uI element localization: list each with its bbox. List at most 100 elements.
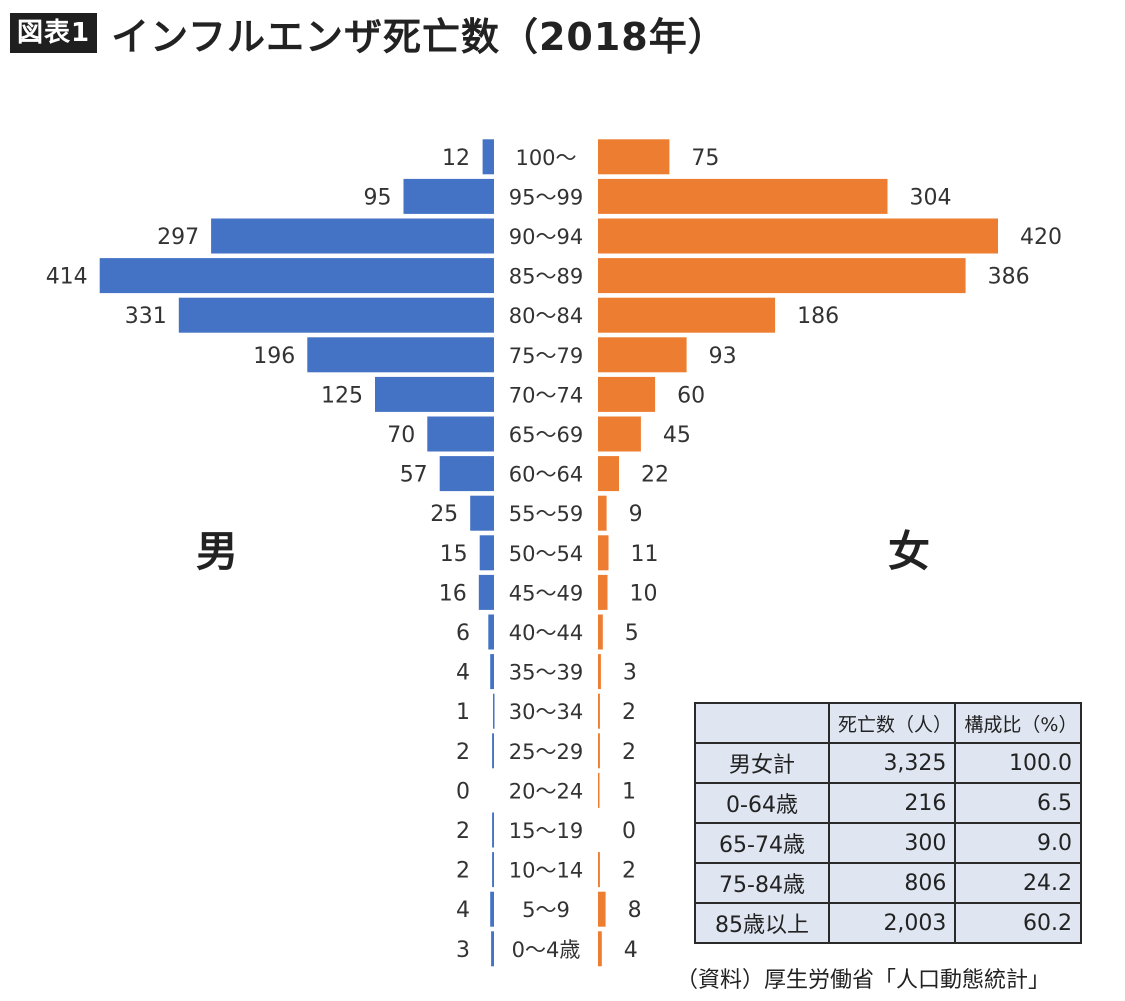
age-category-label: 0～4歳 xyxy=(512,938,581,962)
male-bar xyxy=(307,337,494,373)
male-bar xyxy=(479,535,494,571)
male-value-label: 6 xyxy=(456,621,470,646)
female-bar xyxy=(598,297,776,333)
female-value-label: 0 xyxy=(622,819,636,844)
male-value-label: 95 xyxy=(364,185,392,210)
summary-table: 死亡数（人） 構成比（%） 男女計 3,325 100.0 0-64歳 216 … xyxy=(694,702,1082,944)
age-category-label: 50～54 xyxy=(509,542,583,566)
male-bar xyxy=(492,733,494,769)
summary-share: 100.0 xyxy=(954,742,1082,784)
female-bar xyxy=(598,654,601,690)
summary-row-label: 75-84歳 xyxy=(694,862,830,904)
male-value-label: 57 xyxy=(400,463,428,488)
male-bar xyxy=(427,416,494,452)
age-category-label: 25～29 xyxy=(509,740,583,764)
summary-share: 24.2 xyxy=(954,862,1082,904)
figure-header: 図表1 インフルエンザ死亡数（2018年） xyxy=(10,8,727,59)
summary-deaths: 806 xyxy=(827,862,957,904)
age-category-label: 65～69 xyxy=(509,423,583,447)
female-value-label: 4 xyxy=(624,938,638,963)
summary-row: 0-64歳 216 6.5 xyxy=(694,782,1082,824)
summary-deaths: 300 xyxy=(827,822,957,864)
male-side-label: 男 xyxy=(196,527,239,576)
male-bar xyxy=(492,852,494,888)
male-bar xyxy=(490,654,494,690)
age-category-label: 20～24 xyxy=(509,779,583,803)
age-category-label: 5～9 xyxy=(522,898,570,922)
summary-share: 60.2 xyxy=(954,902,1082,944)
female-value-label: 93 xyxy=(709,344,737,369)
female-bar xyxy=(598,376,656,412)
female-value-label: 2 xyxy=(622,700,636,725)
female-bar xyxy=(598,733,600,769)
summary-row-label: 0-64歳 xyxy=(694,782,830,824)
male-value-label: 331 xyxy=(125,304,167,329)
female-value-label: 304 xyxy=(910,185,952,210)
female-value-label: 22 xyxy=(641,463,669,488)
summary-deaths: 216 xyxy=(827,782,957,824)
male-value-label: 196 xyxy=(253,344,295,369)
male-bar xyxy=(178,297,495,333)
age-category-label: 95～99 xyxy=(509,185,583,209)
female-bar xyxy=(598,614,603,650)
male-bar xyxy=(488,614,494,650)
female-value-label: 420 xyxy=(1020,225,1062,250)
male-value-label: 15 xyxy=(440,542,468,567)
male-bar xyxy=(375,376,494,412)
female-bar xyxy=(598,931,602,967)
male-value-label: 0 xyxy=(456,779,470,804)
male-value-label: 2 xyxy=(456,859,470,884)
summary-header-cell: 死亡数（人） xyxy=(827,702,957,744)
female-value-label: 1 xyxy=(622,779,636,804)
summary-row: 75-84歳 806 24.2 xyxy=(694,862,1082,904)
chart-title: インフルエンザ死亡数（2018年） xyxy=(111,14,727,59)
female-bar xyxy=(598,139,670,175)
female-value-label: 3 xyxy=(623,661,637,686)
summary-row-label: 男女計 xyxy=(694,742,830,784)
male-bar xyxy=(211,218,494,254)
age-category-label: 15～19 xyxy=(509,819,583,843)
female-value-label: 2 xyxy=(622,859,636,884)
female-value-label: 60 xyxy=(677,383,705,408)
male-bar xyxy=(492,812,494,848)
male-bar xyxy=(470,495,494,531)
age-category-label: 90～94 xyxy=(509,225,583,249)
female-bar xyxy=(598,456,619,492)
age-category-label: 55～59 xyxy=(509,502,583,526)
age-category-label: 100～ xyxy=(515,146,576,170)
summary-row: 85歳以上 2,003 60.2 xyxy=(694,902,1082,944)
male-bar xyxy=(491,931,494,967)
age-category-label: 35～39 xyxy=(509,661,583,685)
summary-row-label: 65-74歳 xyxy=(694,822,830,864)
male-value-label: 4 xyxy=(456,661,470,686)
male-bar xyxy=(493,693,495,729)
summary-deaths: 2,003 xyxy=(827,902,957,944)
female-bar xyxy=(598,495,607,531)
male-bar xyxy=(482,139,494,175)
summary-share: 6.5 xyxy=(954,782,1082,824)
female-value-label: 10 xyxy=(630,581,658,606)
age-category-label: 10～14 xyxy=(509,859,583,883)
age-category-label: 45～49 xyxy=(509,581,583,605)
female-bar xyxy=(598,772,600,808)
summary-row: 65-74歳 300 9.0 xyxy=(694,822,1082,864)
female-bar xyxy=(598,852,600,888)
age-category-label: 85～89 xyxy=(509,265,583,289)
male-value-label: 2 xyxy=(456,819,470,844)
summary-deaths: 3,325 xyxy=(827,742,957,784)
male-bar xyxy=(439,456,494,492)
female-bar xyxy=(598,891,606,927)
female-bar xyxy=(598,416,641,452)
female-bar xyxy=(598,337,687,373)
age-category-label: 75～79 xyxy=(509,344,583,368)
female-bar xyxy=(598,178,888,214)
female-bar xyxy=(598,535,609,571)
female-bar xyxy=(598,258,966,294)
male-value-label: 1 xyxy=(456,700,470,725)
female-bar xyxy=(598,574,608,610)
age-category-label: 70～74 xyxy=(509,383,583,407)
female-value-label: 45 xyxy=(663,423,691,448)
age-category-label: 30～34 xyxy=(509,700,583,724)
female-value-label: 75 xyxy=(691,146,719,171)
